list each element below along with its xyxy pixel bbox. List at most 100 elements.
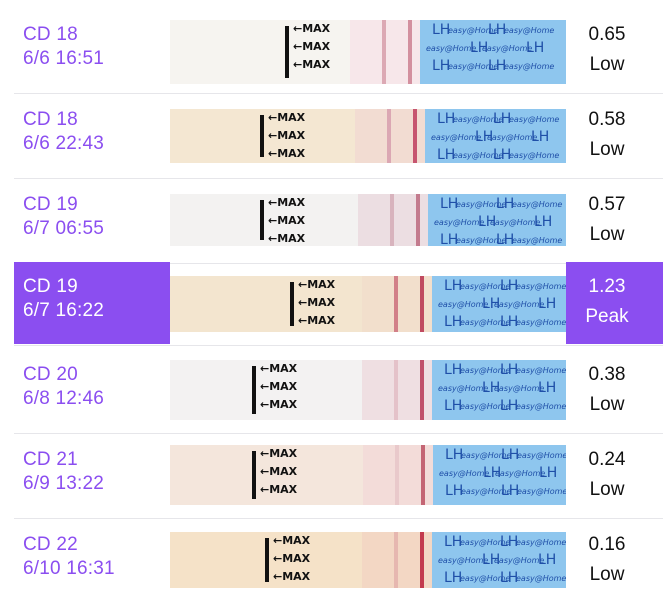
test-strip-photo[interactable]: ←MAX ←MAX ←MAX easy@Home LH easy@Home LH easy@H… — [170, 532, 566, 588]
test-result-cell: 0.38 Low — [566, 350, 663, 432]
brand-logo: easy@Home — [461, 487, 512, 496]
brand-logo: easy@Home — [517, 451, 566, 460]
max-line-label: ←MAX — [268, 111, 306, 124]
test-row[interactable]: CD 19 6/7 16:22 ←MAX ←MAX ←MAX easy@Home LH eas… — [0, 262, 663, 344]
brand-logo: easy@Home — [516, 318, 566, 327]
test-strip-photo[interactable]: ←MAX ←MAX ←MAX easy@Home LH easy@Home LH easy@H… — [170, 276, 566, 332]
test-line — [387, 109, 391, 163]
control-line — [420, 360, 424, 420]
cycle-day-label: CD 19 — [23, 276, 78, 297]
strip-brand-handle: easy@Home LH easy@Home LH easy@Home LH easy@Ho… — [432, 276, 566, 332]
lh-ratio-value: 0.24 — [588, 449, 626, 470]
cycle-day-label: CD 18 — [23, 109, 78, 130]
brand-lh-label: LH — [488, 58, 507, 74]
max-line-label: ←MAX — [268, 129, 306, 142]
max-line-label: ←MAX — [268, 196, 306, 209]
brand-lh-label: LH — [500, 314, 519, 330]
brand-logo: easy@Home — [509, 115, 560, 124]
brand-logo: easy@Home — [516, 366, 566, 375]
row-divider — [14, 93, 663, 94]
brand-logo: easy@Home — [460, 402, 511, 411]
max-line-label: ←MAX — [273, 534, 311, 547]
test-strip-photo[interactable]: ←MAX ←MAX ←MAX easy@Home LH easy@Home LH easy@H… — [170, 109, 566, 163]
lh-level-label: Peak — [585, 306, 629, 327]
control-line — [413, 109, 417, 163]
test-row[interactable]: CD 20 6/8 12:46 ←MAX ←MAX ←MAX easy@Home LH eas… — [0, 350, 663, 432]
brand-logo: easy@Home — [456, 200, 507, 209]
brand-logo: easy@Home — [482, 44, 533, 53]
brand-lh-label: LH — [501, 447, 520, 463]
test-result-cell: 0.65 Low — [566, 10, 663, 92]
brand-lh-label: LH — [500, 362, 519, 378]
max-line-label: ←MAX — [273, 570, 311, 583]
test-datetime-label: 6/7 06:55 — [23, 218, 105, 239]
test-strip-photo[interactable]: ←MAX ←MAX ←MAX easy@Home LH easy@Home LH easy@H… — [170, 20, 566, 84]
brand-lh-label: LH — [432, 22, 451, 38]
max-line-label: ←MAX — [260, 447, 298, 460]
cycle-day-label: CD 22 — [23, 534, 78, 555]
brand-lh-label: LH — [538, 296, 557, 312]
brand-lh-label: LH — [538, 380, 557, 396]
brand-logo: easy@Home — [460, 538, 511, 547]
brand-logo: easy@Home — [516, 402, 566, 411]
brand-lh-label: LH — [482, 296, 501, 312]
test-row[interactable]: CD 21 6/9 13:22 ←MAX ←MAX ←MAX easy@Home LH eas… — [0, 435, 663, 517]
brand-logo: easy@Home — [516, 282, 566, 291]
test-result-cell: 0.58 Low — [566, 95, 663, 177]
brand-lh-label: LH — [444, 534, 463, 550]
test-row[interactable]: CD 18 6/6 22:43 ←MAX ←MAX ←MAX easy@Home LH eas… — [0, 95, 663, 177]
brand-lh-label: LH — [500, 534, 519, 550]
test-row[interactable]: CD 19 6/7 06:55 ←MAX ←MAX ←MAX easy@Home LH eas… — [0, 180, 663, 262]
strip-handle-line — [285, 26, 289, 78]
cycle-day-label: CD 20 — [23, 364, 78, 385]
brand-lh-label: LH — [444, 398, 463, 414]
test-strip-photo[interactable]: ←MAX ←MAX ←MAX easy@Home LH easy@Home LH easy@H… — [170, 194, 566, 246]
test-date-cell: CD 18 6/6 16:51 — [14, 10, 170, 92]
brand-logo: easy@Home — [438, 300, 489, 309]
test-strip-photo[interactable]: ←MAX ←MAX ←MAX easy@Home LH easy@Home LH easy@H… — [170, 445, 566, 505]
lh-ratio-value: 0.58 — [588, 109, 626, 130]
brand-logo: easy@Home — [453, 151, 504, 160]
strip-handle-line — [260, 115, 264, 157]
max-line-label: ←MAX — [260, 398, 298, 411]
max-line-label: ←MAX — [298, 278, 336, 291]
test-strip-photo[interactable]: ←MAX ←MAX ←MAX easy@Home LH easy@Home LH easy@H… — [170, 360, 566, 420]
brand-logo: easy@Home — [517, 487, 566, 496]
max-line-label: ←MAX — [260, 465, 298, 478]
strip-brand-handle: easy@Home LH easy@Home LH easy@Home LH easy@Ho… — [428, 194, 566, 246]
brand-lh-label: LH — [534, 214, 553, 230]
max-line-label: ←MAX — [260, 380, 298, 393]
cycle-day-label: CD 18 — [23, 24, 78, 45]
max-line-label: ←MAX — [293, 40, 331, 53]
test-result-cell: 0.57 Low — [566, 180, 663, 262]
brand-logo: easy@Home — [504, 26, 555, 35]
lh-level-label: Low — [589, 139, 625, 160]
strip-brand-handle: easy@Home LH easy@Home LH easy@Home LH easy@Ho… — [432, 532, 566, 588]
row-divider — [14, 345, 663, 346]
brand-lh-label: LH — [444, 570, 463, 586]
strip-brand-handle: easy@Home LH easy@Home LH easy@Home LH easy@Ho… — [433, 445, 566, 505]
test-row[interactable]: CD 22 6/10 16:31 ←MAX ←MAX ←MAX easy@Home LH ea… — [0, 520, 663, 602]
max-line-label: ←MAX — [298, 314, 336, 327]
test-datetime-label: 6/8 12:46 — [23, 388, 105, 409]
test-line — [394, 360, 398, 420]
max-line-label: ←MAX — [268, 232, 306, 245]
test-line — [394, 276, 398, 332]
test-date-cell: CD 21 6/9 13:22 — [14, 435, 170, 517]
cycle-day-label: CD 19 — [23, 194, 78, 215]
lh-ratio-value: 0.38 — [588, 364, 626, 385]
brand-lh-label: LH — [437, 147, 456, 163]
lh-level-label: Low — [589, 394, 625, 415]
test-row[interactable]: CD 18 6/6 16:51 ←MAX ←MAX ←MAX easy@Home LH eas… — [0, 10, 663, 92]
brand-logo: easy@Home — [448, 26, 499, 35]
strip-handle-line — [252, 451, 256, 499]
strip-handle-line — [265, 538, 269, 582]
brand-lh-label: LH — [483, 465, 502, 481]
brand-logo: easy@Home — [516, 538, 566, 547]
brand-lh-label: LH — [482, 552, 501, 568]
brand-logo: easy@Home — [512, 200, 563, 209]
brand-logo: easy@Home — [494, 556, 545, 565]
brand-logo: easy@Home — [434, 218, 485, 227]
brand-logo: easy@Home — [460, 366, 511, 375]
test-date-cell: CD 19 6/7 06:55 — [14, 180, 170, 262]
